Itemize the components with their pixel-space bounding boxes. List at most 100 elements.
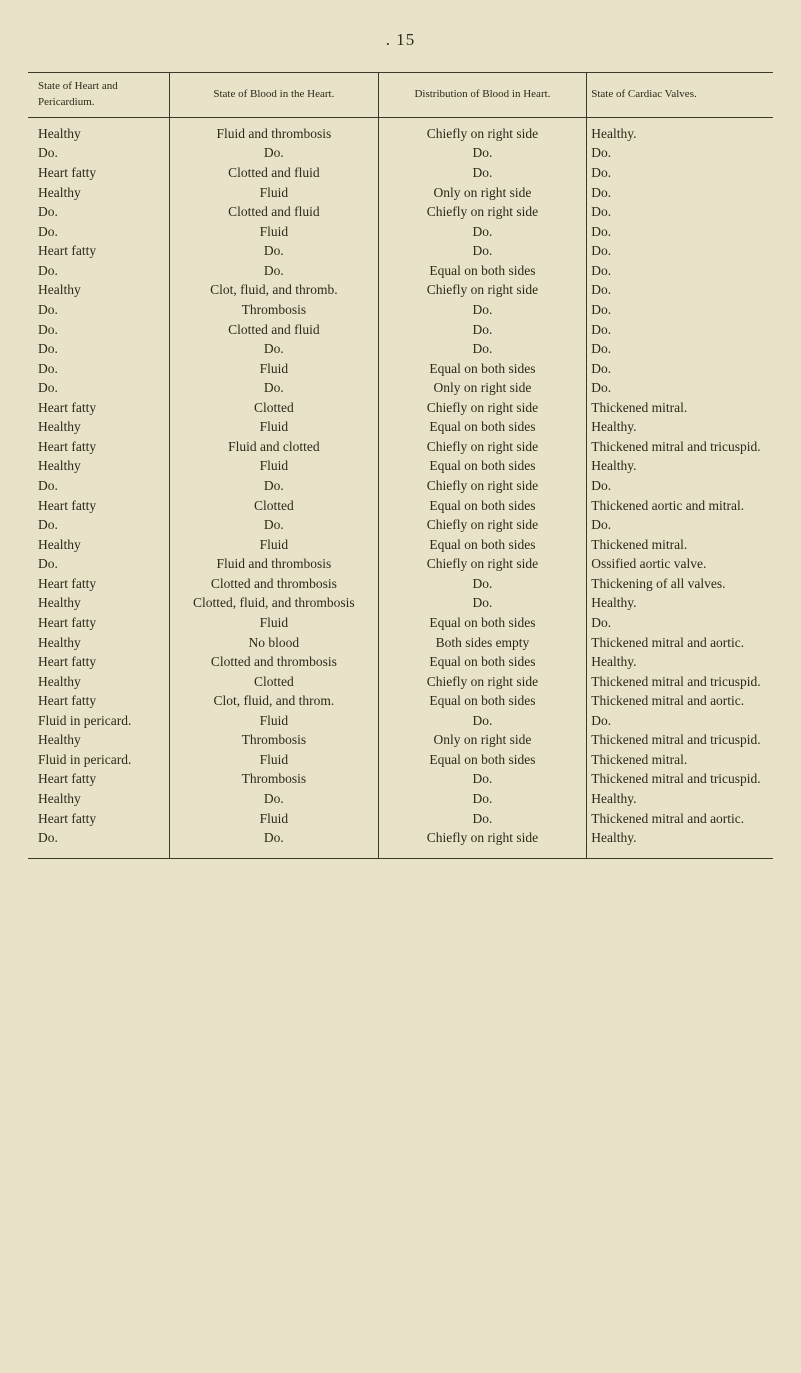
table-cell: Chiefly on right side (378, 672, 587, 692)
table-cell: Ossified aortic valve. (587, 554, 773, 574)
table-row: Heart fattyDo.Do.Do. (28, 241, 773, 261)
table-cell: Do. (378, 222, 587, 242)
table-cell: Do. (28, 320, 170, 340)
table-cell: Do. (170, 261, 379, 281)
table-cell: Equal on both sides (378, 535, 587, 555)
table-cell: Heart fatty (28, 691, 170, 711)
table-cell: Heart fatty (28, 652, 170, 672)
table-cell: Clotted (170, 398, 379, 418)
table-cell: Heart fatty (28, 613, 170, 633)
table-cell: Do. (378, 711, 587, 731)
table-cell: Thrombosis (170, 730, 379, 750)
table-cell: Healthy (28, 672, 170, 692)
table-cell: Do. (28, 359, 170, 379)
table-cell: Do. (28, 339, 170, 359)
table-row: Do.Clotted and fluidChiefly on right sid… (28, 202, 773, 222)
table-cell: Clotted (170, 672, 379, 692)
table-cell: Fluid in pericard. (28, 750, 170, 770)
table-cell: Chiefly on right side (378, 515, 587, 535)
table-row: Heart fattyClotted and thrombosisDo.Thic… (28, 574, 773, 594)
table-row: Heart fattyFluid and clottedChiefly on r… (28, 437, 773, 457)
table-row: Do.Do.Do.Do. (28, 339, 773, 359)
table-cell: Do. (587, 143, 773, 163)
table-cell: Do. (587, 183, 773, 203)
table-row: Heart fattyClotted and thrombosisEqual o… (28, 652, 773, 672)
table-cell: Do. (587, 222, 773, 242)
table-cell: Healthy. (587, 828, 773, 858)
table-cell: Thickened mitral and aortic. (587, 809, 773, 829)
table-cell: Heart fatty (28, 769, 170, 789)
table-cell: Heart fatty (28, 163, 170, 183)
table-cell: Fluid (170, 359, 379, 379)
table-row: Fluid in pericard.FluidEqual on both sid… (28, 750, 773, 770)
table-cell: Do. (378, 320, 587, 340)
table-cell: Do. (170, 828, 379, 858)
table-cell: Clotted, fluid, and thrombosis (170, 593, 379, 613)
table-cell: Do. (170, 339, 379, 359)
table-cell: Do. (378, 300, 587, 320)
table-cell: Heart fatty (28, 574, 170, 594)
table-cell: Do. (28, 378, 170, 398)
table-cell: Thrombosis (170, 300, 379, 320)
table-row: Heart fattyFluidEqual on both sidesDo. (28, 613, 773, 633)
table-cell: Only on right side (378, 183, 587, 203)
table-cell: Chiefly on right side (378, 202, 587, 222)
table-cell: Equal on both sides (378, 691, 587, 711)
table-cell: Do. (587, 515, 773, 535)
table-cell: Fluid (170, 750, 379, 770)
table-cell: Healthy. (587, 417, 773, 437)
table-row: Heart fattyFluidDo.Thickened mitral and … (28, 809, 773, 829)
table-cell: Do. (170, 241, 379, 261)
table-header-row: State of Heart and Pericardium. State of… (28, 73, 773, 118)
table-cell: Do. (28, 476, 170, 496)
table-cell: Thickened mitral and tricuspid. (587, 437, 773, 457)
table-cell: Healthy. (587, 593, 773, 613)
table-row: Do.Do.Equal on both sidesDo. (28, 261, 773, 281)
table-cell: Fluid and clotted (170, 437, 379, 457)
col-header-valves: State of Cardiac Valves. (587, 73, 773, 118)
table-row: HealthyClot, fluid, and thromb.Chiefly o… (28, 280, 773, 300)
table-cell: Healthy (28, 183, 170, 203)
table-cell: Clotted and fluid (170, 202, 379, 222)
table-cell: Do. (170, 515, 379, 535)
table-cell: Do. (587, 378, 773, 398)
table-cell: Do. (587, 241, 773, 261)
table-cell: Do. (28, 222, 170, 242)
table-row: HealthyNo bloodBoth sides emptyThickened… (28, 633, 773, 653)
table-row: Heart fattyThrombosisDo.Thickened mitral… (28, 769, 773, 789)
col-header-distribution: Distribution of Blood in Heart. (378, 73, 587, 118)
table-cell: Do. (587, 320, 773, 340)
table-cell: Fluid (170, 711, 379, 731)
col-header-pericardium: State of Heart and Pericardium. (28, 73, 170, 118)
table-cell: Do. (587, 613, 773, 633)
table-cell: Do. (378, 809, 587, 829)
table-cell: Fluid (170, 535, 379, 555)
table-cell: Equal on both sides (378, 750, 587, 770)
table-row: Do.Do.Chiefly on right sideDo. (28, 476, 773, 496)
table-row: Do.FluidDo.Do. (28, 222, 773, 242)
table-cell: Heart fatty (28, 496, 170, 516)
table-row: HealthyFluidEqual on both sidesHealthy. (28, 456, 773, 476)
table-row: HealthyDo.Do.Healthy. (28, 789, 773, 809)
table-cell: Equal on both sides (378, 261, 587, 281)
table-cell: Fluid and thrombosis (170, 117, 379, 143)
page-container: . 15 State of Heart and Pericardium. Sta… (0, 0, 801, 1373)
table-row: Do.Clotted and fluidDo.Do. (28, 320, 773, 340)
table-cell: Fluid (170, 456, 379, 476)
table-row: Do.ThrombosisDo.Do. (28, 300, 773, 320)
table-cell: Chiefly on right side (378, 398, 587, 418)
table-cell: Do. (587, 163, 773, 183)
table-cell: Heart fatty (28, 398, 170, 418)
table-cell: Do. (170, 378, 379, 398)
table-cell: Clotted and fluid (170, 163, 379, 183)
table-cell: Do. (587, 359, 773, 379)
table-cell: Thickened mitral. (587, 750, 773, 770)
table-row: Heart fattyClottedChiefly on right sideT… (28, 398, 773, 418)
table-cell: Do. (378, 769, 587, 789)
table-cell: Healthy (28, 456, 170, 476)
table-cell: Chiefly on right side (378, 280, 587, 300)
table-cell: Only on right side (378, 730, 587, 750)
table-cell: Fluid (170, 417, 379, 437)
table-cell: Thickened mitral and tricuspid. (587, 672, 773, 692)
table-row: HealthyThrombosisOnly on right sideThick… (28, 730, 773, 750)
